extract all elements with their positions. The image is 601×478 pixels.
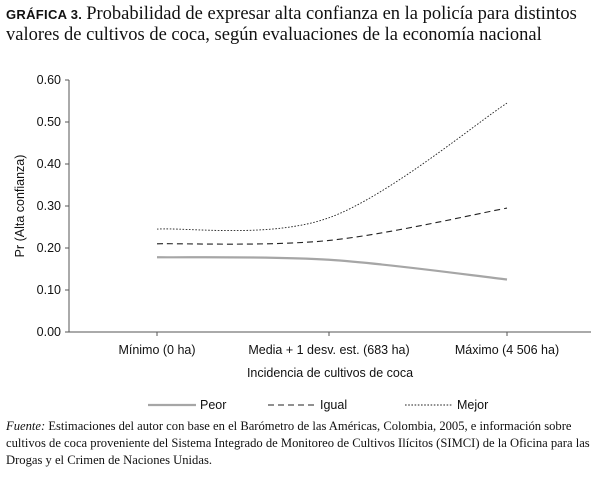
x-tick-label: Máximo (4 506 ha) xyxy=(455,343,559,357)
x-axis-ticks: Mínimo (0 ha) Media + 1 desv. est. (683 h… xyxy=(118,332,559,357)
y-axis-ticks: 0.00 0.10 0.20 0.30 0.40 0.50 0.60 xyxy=(37,73,69,339)
x-axis-label: Incidencia de cultivos de coca xyxy=(247,366,413,380)
y-tick-label: 0.40 xyxy=(37,157,61,171)
legend-label-mejor: Mejor xyxy=(457,398,488,412)
figure-title-text: Probabilidad de expresar alta confianza … xyxy=(6,4,577,45)
figure-title: GRÁFICA 3. Probabilidad de expresar alta … xyxy=(6,4,596,46)
series-line-igual xyxy=(156,207,508,245)
x-tick-label: Media + 1 desv. est. (683 ha) xyxy=(248,343,409,357)
source-note: Fuente: Estimaciones del autor con base … xyxy=(6,418,598,469)
series-line-mejor xyxy=(156,102,508,232)
series-line-peor xyxy=(156,256,508,281)
source-note-text: Estimaciones del autor con base en el Ba… xyxy=(6,419,590,467)
y-tick-label: 0.30 xyxy=(37,199,61,213)
x-tick-label: Mínimo (0 ha) xyxy=(118,343,195,357)
legend-label-peor: Peor xyxy=(200,398,226,412)
y-tick-label: 0.00 xyxy=(37,325,61,339)
y-tick-label: 0.60 xyxy=(37,73,61,87)
chart-axes xyxy=(68,80,591,333)
chart-legend: Peor Igual Mejor xyxy=(148,398,488,412)
legend-label-igual: Igual xyxy=(320,398,347,412)
source-note-label: Fuente: xyxy=(6,419,46,433)
y-tick-label: 0.20 xyxy=(37,241,61,255)
series-lines xyxy=(156,102,508,281)
figure-label: GRÁFICA 3. xyxy=(6,7,83,22)
y-tick-label: 0.50 xyxy=(37,115,61,129)
y-tick-label: 0.10 xyxy=(37,283,61,297)
y-axis-label: Pr (Alta confianza) xyxy=(13,155,27,258)
line-chart: 0.00 0.10 0.20 0.30 0.40 0.50 0.60 Mínimo (0 h… xyxy=(13,73,591,412)
